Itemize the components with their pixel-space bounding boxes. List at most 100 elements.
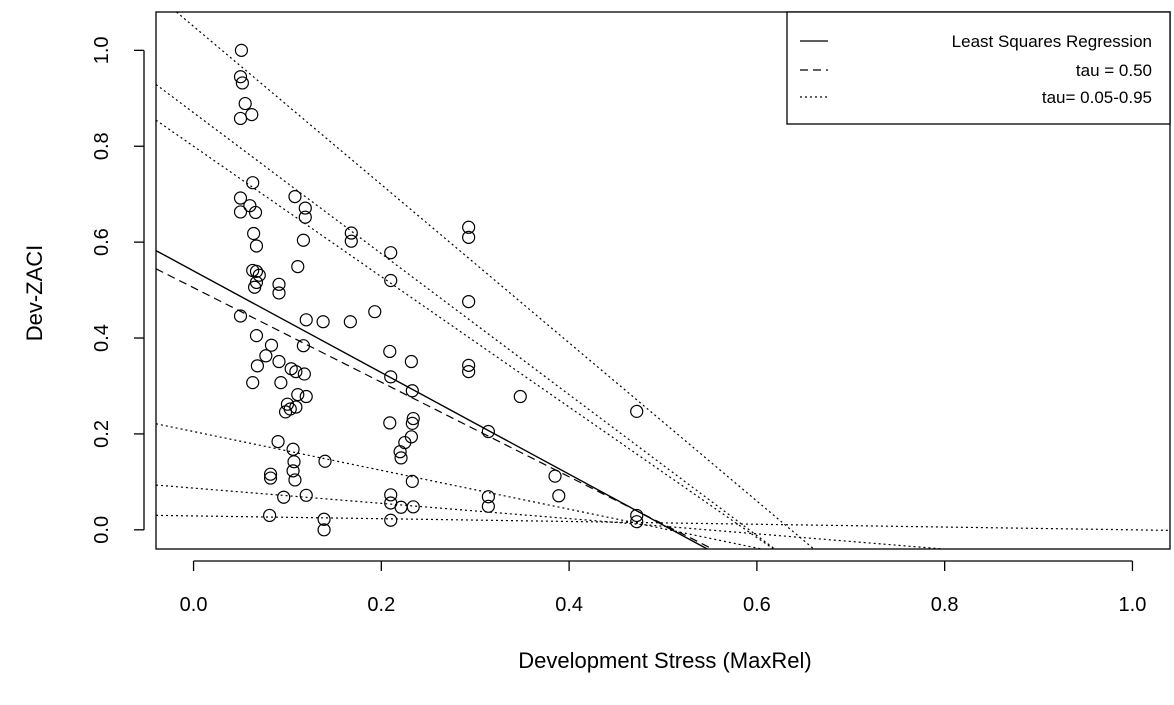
y-tick-label: 0.6	[91, 228, 113, 256]
data-point	[234, 43, 249, 57]
data-point	[272, 286, 286, 300]
data-point	[288, 189, 302, 204]
data-point	[296, 233, 311, 247]
data-point	[384, 488, 398, 502]
data-point	[247, 226, 261, 241]
regression-line-q05	[155, 514, 1171, 531]
data-point	[481, 490, 495, 504]
y-tick-label: 0.2	[91, 420, 113, 448]
data-point	[296, 339, 311, 353]
data-point	[288, 473, 302, 487]
data-point	[368, 305, 382, 319]
data-point	[263, 471, 278, 485]
data-point	[462, 220, 476, 234]
x-tick-label: 0.6	[743, 594, 771, 616]
data-point	[405, 474, 419, 488]
data-point	[384, 513, 398, 527]
data-point	[248, 205, 263, 220]
plot-frame	[155, 11, 1171, 550]
x-tick-label: 0.0	[180, 594, 208, 616]
x-tick-label: 0.4	[555, 594, 583, 616]
data-point	[233, 70, 248, 84]
regression-line-q10	[155, 484, 944, 550]
data-point	[252, 268, 266, 282]
x-axis: 0.0 0.2 0.4 0.6 0.8 1.0	[180, 560, 1146, 616]
y-tick-label: 0.4	[91, 324, 113, 352]
data-point	[274, 376, 288, 390]
x-axis-title: Development Stress (MaxRel)	[518, 648, 811, 673]
regression-line-q25	[155, 423, 762, 550]
y-tick-label: 1.0	[91, 36, 113, 64]
data-point	[344, 234, 358, 248]
data-point	[552, 489, 566, 503]
data-point	[317, 512, 331, 526]
data-point	[246, 376, 260, 390]
data-point	[299, 389, 313, 404]
data-point	[283, 402, 297, 416]
data-point	[462, 358, 476, 372]
regression-line-ls	[155, 249, 708, 550]
data-point	[249, 275, 264, 290]
data-point	[383, 416, 397, 430]
data-points	[233, 43, 644, 537]
legend-label: tau = 0.50	[1076, 61, 1152, 80]
data-point	[406, 500, 420, 514]
data-point	[630, 508, 644, 523]
data-point	[289, 400, 303, 414]
data-point	[233, 205, 248, 219]
data-point	[343, 315, 357, 329]
data-point	[249, 239, 264, 253]
data-point	[405, 384, 419, 398]
data-point	[317, 523, 331, 537]
data-point	[299, 313, 313, 327]
data-point	[394, 500, 408, 514]
regression-line-q90	[155, 84, 776, 550]
data-point	[481, 499, 495, 513]
data-point	[250, 359, 264, 373]
y-tick-label: 0.8	[91, 132, 113, 160]
data-point	[299, 488, 313, 502]
data-point	[513, 389, 527, 404]
data-point	[249, 264, 264, 278]
data-point	[287, 455, 301, 469]
data-point	[245, 108, 259, 122]
data-point	[233, 309, 248, 323]
data-point	[630, 515, 644, 529]
legend-label: tau= 0.05-0.95	[1042, 88, 1152, 107]
x-tick-label: 0.8	[931, 594, 959, 616]
x-tick-label: 0.2	[367, 594, 395, 616]
data-point	[462, 294, 476, 309]
data-point	[272, 277, 286, 291]
data-point	[263, 508, 277, 523]
legend: Least Squares Regression tau = 0.50 tau=…	[786, 11, 1171, 125]
legend-box	[786, 11, 1171, 125]
data-point	[277, 490, 291, 504]
data-point	[404, 430, 418, 444]
data-point	[297, 367, 311, 381]
data-point	[316, 315, 330, 329]
y-tick-label: 0.0	[91, 516, 113, 544]
data-point	[630, 404, 644, 418]
data-point	[263, 467, 278, 481]
data-point	[394, 451, 408, 465]
plot-area	[155, 11, 1171, 550]
data-point	[481, 424, 495, 439]
data-point	[272, 354, 286, 369]
data-point	[384, 273, 398, 288]
data-point	[462, 364, 476, 379]
data-point	[286, 442, 300, 456]
data-point	[548, 469, 562, 483]
data-point	[235, 76, 249, 90]
y-axis: 0.0 0.2 0.4 0.6 0.8 1.0	[91, 36, 145, 544]
data-point	[383, 344, 397, 359]
data-point	[249, 329, 264, 343]
data-point	[233, 111, 248, 126]
data-point	[298, 201, 312, 215]
regression-line-q95	[176, 11, 815, 550]
data-point	[406, 411, 420, 426]
data-point	[405, 416, 419, 430]
y-axis-title: Dev-ZACI	[22, 245, 47, 342]
regression-lines	[155, 11, 1171, 550]
data-point	[264, 338, 279, 352]
